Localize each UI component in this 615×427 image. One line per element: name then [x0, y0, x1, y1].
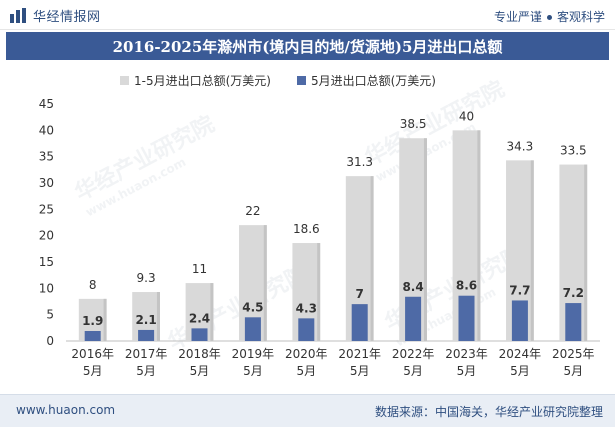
tagline-left: 专业严谨 — [493, 10, 542, 24]
dot-separator-icon — [546, 15, 552, 20]
data-label-total: 11 — [192, 262, 207, 276]
bar-total-side — [156, 292, 160, 341]
x-tick-label: 5月 — [83, 364, 103, 378]
legend-swatch-total — [120, 76, 129, 85]
bar-may — [298, 318, 315, 341]
bar-may — [84, 330, 101, 341]
bar-may — [191, 328, 208, 341]
data-label-total: 33.5 — [560, 144, 587, 158]
chart-legend: 1-5月进出口总额(万美元) 5月进出口总额(万美元) — [120, 72, 462, 89]
bar-chart: 0 5 10 15 20 25 30 35 40 45 8 1.9 2016年 5月 9.3 2.1 2017年… — [39, 97, 600, 378]
x-tick-label: 5月 — [457, 364, 477, 378]
bar-total-side — [477, 130, 481, 341]
bar-may — [351, 304, 368, 341]
x-tick-label: 2018年 — [178, 347, 221, 361]
tagline: 专业严谨 客观科学 — [494, 8, 605, 25]
data-source: 数据来源：中国海关，华经产业研究院整理 — [374, 405, 603, 419]
x-tick-label: 5月 — [296, 364, 316, 378]
data-label-total: 38.5 — [400, 117, 427, 131]
bar-may — [565, 303, 582, 341]
x-tick-label: 2020年 — [285, 347, 328, 361]
y-tick-label: 30 — [39, 176, 54, 190]
y-tick-label: 35 — [39, 150, 54, 164]
bar-total-side — [317, 243, 321, 341]
y-tick-label: 45 — [39, 97, 54, 111]
legend-item-total: 1-5月进出口总额(万美元) — [120, 72, 271, 89]
data-label-may: 4.5 — [242, 300, 263, 314]
y-tick-label: 20 — [39, 229, 54, 243]
data-label-may: 7 — [356, 287, 364, 301]
brand-name: 华经情报网 — [33, 9, 101, 25]
bar-total-side — [530, 160, 534, 341]
y-tick-label: 0 — [46, 334, 54, 348]
x-tick-label: 5月 — [243, 364, 263, 378]
x-tick-label: 5月 — [190, 364, 210, 378]
y-tick-label: 15 — [39, 255, 54, 269]
legend-label-total: 1-5月进出口总额(万美元) — [134, 74, 271, 88]
x-tick-label: 5月 — [403, 364, 423, 378]
bar-may — [511, 300, 528, 341]
x-tick-label: 5月 — [563, 364, 583, 378]
chart-title-bar: 2016-2025年滁州市(境内目的地/货源地)5月进出口总额 — [6, 32, 609, 60]
bar-may — [244, 317, 261, 341]
brand[interactable]: 华经情报网 — [10, 6, 101, 25]
data-label-total: 8 — [89, 278, 97, 292]
legend-label-may: 5月进出口总额(万美元) — [310, 74, 436, 88]
bar-total-side — [584, 164, 588, 341]
x-tick-label: 2023年 — [445, 347, 488, 361]
y-tick-label: 40 — [39, 123, 54, 137]
data-label-total: 40 — [459, 109, 474, 123]
data-label-may: 7.7 — [509, 283, 530, 297]
footer: www.huaon.com 数据来源：中国海关，华经产业研究院整理 — [0, 394, 615, 427]
top-bar: 华经情报网 专业严谨 客观科学 — [0, 0, 615, 30]
data-label-may: 2.1 — [135, 313, 156, 327]
y-tick-label: 10 — [39, 281, 54, 295]
bar-total-side — [423, 138, 427, 341]
x-tick-label: 5月 — [510, 364, 530, 378]
x-tick-label: 5月 — [350, 364, 370, 378]
data-label-total: 22 — [245, 204, 260, 218]
x-tick-label: 2016年 — [71, 347, 114, 361]
bar-total-side — [103, 298, 107, 341]
bar-may — [138, 329, 155, 341]
x-tick-label: 2019年 — [232, 347, 275, 361]
data-label-may: 1.9 — [82, 314, 103, 328]
x-tick-label: 5月 — [136, 364, 156, 378]
bar-total-side — [370, 176, 374, 341]
data-label-total: 31.3 — [346, 155, 373, 169]
data-label-total: 34.3 — [507, 139, 534, 153]
x-tick-label: 2024年 — [499, 347, 542, 361]
y-tick-label: 5 — [46, 308, 54, 322]
x-tick-label: 2025年 — [552, 347, 595, 361]
data-label-may: 8.4 — [402, 280, 423, 294]
bar-may — [405, 296, 422, 341]
data-label-may: 7.2 — [563, 286, 584, 300]
legend-item-may: 5月进出口总额(万美元) — [296, 72, 436, 89]
bar-chart-logo-icon — [10, 7, 26, 23]
y-tick-label: 25 — [39, 202, 54, 216]
chart-title: 2016-2025年滁州市(境内目的地/货源地)5月进出口总额 — [112, 37, 503, 56]
footer-url[interactable]: www.huaon.com — [16, 403, 116, 417]
data-label-may: 2.4 — [189, 311, 210, 325]
bar-total-side — [210, 283, 214, 341]
data-label-may: 8.6 — [456, 279, 477, 293]
x-tick-label: 2022年 — [392, 347, 435, 361]
data-label-total: 18.6 — [293, 222, 320, 236]
bar-may — [458, 295, 475, 341]
bar-total-side — [263, 225, 267, 341]
x-tick-label: 2021年 — [338, 347, 381, 361]
tagline-right: 客观科学 — [556, 10, 605, 24]
data-label-total: 9.3 — [137, 271, 156, 285]
x-tick-label: 2017年 — [125, 347, 168, 361]
legend-swatch-may — [296, 76, 306, 85]
data-label-may: 4.3 — [296, 301, 317, 315]
